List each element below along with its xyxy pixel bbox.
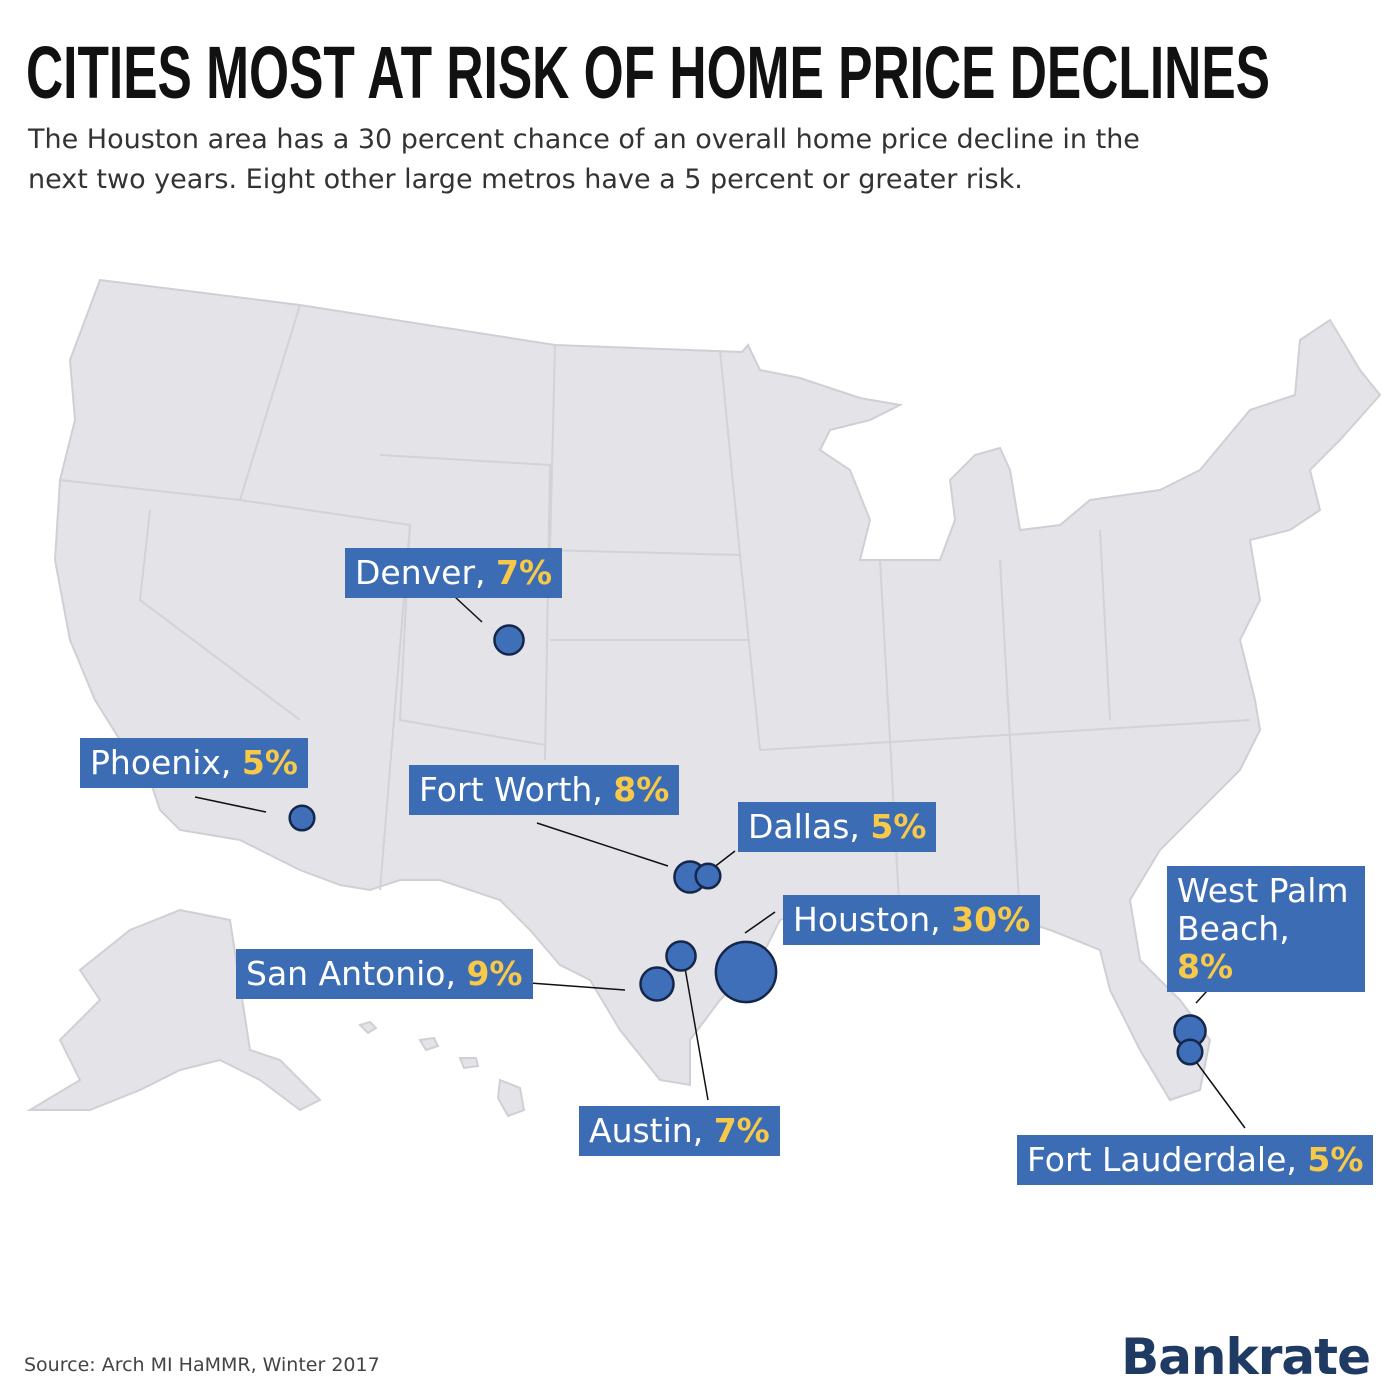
city-value: 7% (713, 1111, 770, 1150)
city-name: Austin, (589, 1111, 704, 1150)
city-name: San Antonio, (246, 954, 456, 993)
city-name: Denver, (355, 553, 486, 592)
city-name: Phoenix, (90, 743, 232, 782)
city-label: Denver, 7% (345, 548, 563, 598)
city-value: 9% (466, 954, 523, 993)
city-label: San Antonio, 9% (236, 949, 533, 999)
bubbles (288, 624, 1207, 1066)
city-value: 7% (496, 553, 553, 592)
city-value: 5% (241, 743, 298, 782)
city-label: Fort Worth, 8% (409, 765, 680, 815)
leader-line (529, 982, 626, 991)
state-borders (59, 304, 1251, 921)
city-label: Phoenix, 5% (80, 738, 308, 788)
city-name: Houston, (793, 900, 941, 939)
leader-line (712, 850, 736, 869)
city-name: Fort Lauderdale, (1027, 1140, 1297, 1179)
subtitle: The Houston area has a 30 percent chance… (28, 124, 1140, 195)
state-border (59, 304, 1251, 921)
leader-line (684, 967, 709, 1101)
city-bubble (639, 966, 675, 1002)
city-bubble (493, 624, 525, 656)
us-map (26, 278, 1382, 1118)
city-bubble (288, 804, 316, 832)
city-label: Fort Lauderdale, 5% (1017, 1135, 1374, 1185)
city-bubble (714, 940, 778, 1004)
city-value: 30% (951, 900, 1031, 939)
city-label: Houston, 30% (783, 895, 1041, 945)
source: Source: Arch MI HaMMR, Winter 2017 (24, 1354, 380, 1376)
city-value: 8% (613, 770, 670, 809)
city-name: Fort Worth, (419, 770, 603, 809)
city-bubble (694, 862, 722, 890)
leader-line (536, 822, 669, 867)
logo: Bankrate (1121, 1328, 1371, 1386)
city-bubble (665, 940, 697, 972)
leader-line (744, 911, 776, 934)
leader-line (1196, 1062, 1246, 1129)
alaska (26, 908, 322, 1112)
city-label: Dallas, 5% (738, 802, 937, 852)
leader-line (194, 796, 267, 813)
leader-line (454, 596, 483, 623)
city-name: West Palm Beach, (1177, 871, 1349, 948)
title: CITIES MOST AT RISK OF HOME PRICE DECLIN… (26, 31, 1270, 114)
hawaii (358, 1020, 526, 1118)
city-bubble (1176, 1038, 1204, 1066)
city-value: 5% (1307, 1140, 1364, 1179)
city-label: West Palm Beach, 8% (1167, 866, 1365, 992)
city-label: Austin, 7% (579, 1106, 780, 1156)
city-value: 8% (1177, 947, 1234, 986)
city-name: Dallas, (748, 807, 860, 846)
city-value: 5% (870, 807, 927, 846)
